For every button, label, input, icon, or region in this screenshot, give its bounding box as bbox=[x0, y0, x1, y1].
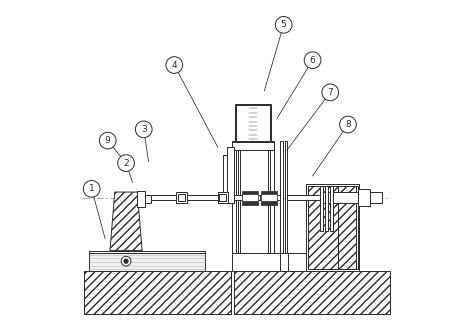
Bar bbox=[259, 195, 281, 200]
Bar bbox=[219, 194, 227, 201]
Bar bbox=[234, 271, 390, 314]
Bar bbox=[242, 194, 257, 201]
Bar bbox=[338, 186, 356, 269]
Bar bbox=[218, 193, 228, 203]
Circle shape bbox=[118, 155, 135, 172]
Circle shape bbox=[166, 57, 182, 73]
Bar bbox=[236, 104, 271, 142]
Bar bbox=[84, 271, 230, 314]
Bar bbox=[232, 141, 236, 253]
Bar bbox=[232, 142, 274, 150]
Circle shape bbox=[121, 256, 131, 266]
Bar bbox=[358, 190, 370, 205]
Bar bbox=[261, 199, 277, 204]
Bar bbox=[261, 191, 277, 196]
Bar bbox=[242, 191, 258, 196]
Bar bbox=[227, 147, 234, 203]
Bar bbox=[262, 194, 277, 201]
Bar bbox=[320, 186, 323, 231]
Bar bbox=[308, 186, 338, 269]
Bar bbox=[270, 141, 274, 253]
Bar bbox=[287, 195, 322, 200]
Circle shape bbox=[124, 259, 128, 263]
Text: 8: 8 bbox=[345, 120, 351, 129]
Bar bbox=[146, 195, 151, 203]
Bar bbox=[178, 194, 185, 201]
Circle shape bbox=[136, 121, 152, 138]
Bar bbox=[176, 193, 187, 203]
Bar bbox=[370, 192, 383, 203]
Bar bbox=[137, 191, 146, 206]
Bar bbox=[237, 150, 240, 253]
Text: 5: 5 bbox=[281, 20, 286, 29]
Bar bbox=[306, 184, 359, 271]
Bar bbox=[234, 195, 259, 200]
Bar bbox=[242, 199, 258, 204]
Bar bbox=[329, 186, 333, 231]
Bar bbox=[281, 141, 283, 253]
Text: 9: 9 bbox=[105, 136, 110, 145]
Bar bbox=[281, 253, 289, 271]
Bar bbox=[325, 186, 328, 231]
Circle shape bbox=[322, 84, 338, 101]
Bar bbox=[232, 253, 356, 271]
Text: 1: 1 bbox=[89, 184, 94, 193]
Bar bbox=[151, 195, 237, 200]
Text: 3: 3 bbox=[141, 125, 146, 134]
Bar bbox=[237, 105, 270, 141]
Bar bbox=[308, 186, 357, 269]
Circle shape bbox=[304, 52, 321, 68]
Text: 7: 7 bbox=[328, 88, 333, 97]
Bar bbox=[89, 253, 205, 271]
Text: 4: 4 bbox=[172, 60, 177, 69]
Bar bbox=[267, 150, 270, 253]
Bar bbox=[89, 251, 205, 253]
Polygon shape bbox=[110, 192, 142, 251]
Circle shape bbox=[339, 116, 356, 133]
Circle shape bbox=[83, 181, 100, 197]
Bar bbox=[321, 192, 358, 203]
Text: 6: 6 bbox=[310, 56, 316, 65]
Bar bbox=[223, 155, 228, 197]
Circle shape bbox=[275, 16, 292, 33]
Text: 2: 2 bbox=[123, 159, 129, 168]
Circle shape bbox=[100, 132, 116, 149]
Bar bbox=[284, 141, 287, 253]
